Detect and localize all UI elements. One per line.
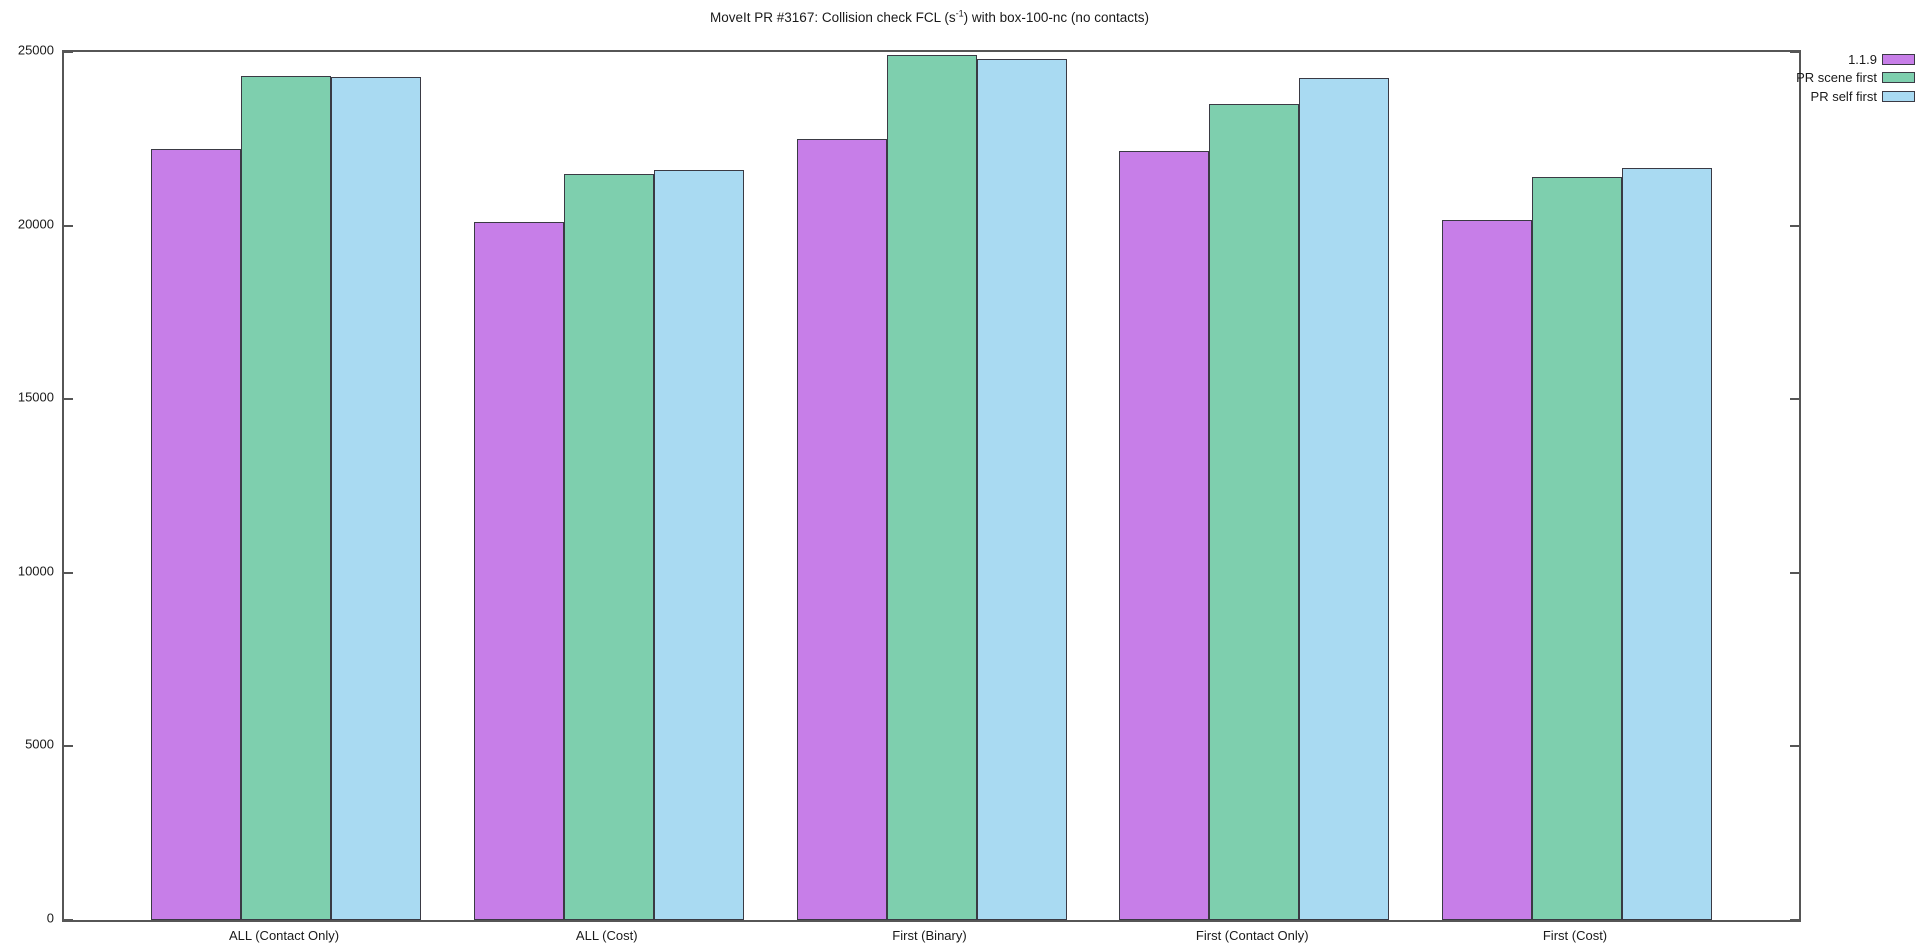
bar-pr-self-first <box>653 170 744 920</box>
bar-pr-self-first <box>1299 78 1390 920</box>
y-axis-tick-label: 0 <box>46 910 54 926</box>
bar-1-1-9 <box>1119 150 1210 920</box>
y-axis-tick-label: 5000 <box>25 736 54 752</box>
x-axis-category-label: First (Cost) <box>1542 928 1608 943</box>
legend-swatch <box>1882 72 1915 84</box>
y-axis-tick-label: 25000 <box>17 42 54 58</box>
y-axis-tick-label: 15000 <box>17 389 54 405</box>
y-axis-tick-left <box>64 745 73 748</box>
bar-1-1-9 <box>473 222 564 920</box>
bar-pr-scene-first <box>886 55 977 920</box>
legend-label: 1.1.9 <box>1848 51 1877 67</box>
y-axis-tick-left <box>64 51 73 53</box>
bar-1-1-9 <box>796 138 887 920</box>
legend-swatch <box>1882 90 1915 102</box>
chart-title-text: ) with box-100-nc (no contacts) <box>963 10 1149 25</box>
plot-area <box>62 50 1801 922</box>
y-axis-tick-right <box>1790 571 1799 574</box>
chart-title-exponent: -1 <box>955 8 964 19</box>
y-axis-tick-right <box>1790 224 1799 227</box>
y-axis-tick-left <box>64 398 73 401</box>
bar-pr-self-first <box>1622 168 1712 920</box>
y-axis-tick-right <box>1790 398 1799 401</box>
legend-row: 1.1.9 <box>1796 50 1915 69</box>
bar-1-1-9 <box>151 149 241 920</box>
x-axis-category-label: ALL (Contact Only) <box>228 928 340 943</box>
bar-pr-self-first <box>331 77 421 920</box>
legend-row: PR scene first <box>1796 69 1915 88</box>
bar-pr-scene-first <box>1209 104 1300 920</box>
x-axis-category-label: First (Binary) <box>892 928 967 943</box>
y-axis-tick-right <box>1790 51 1799 53</box>
y-axis-tick-left <box>64 919 73 921</box>
legend-swatch <box>1882 53 1915 65</box>
y-axis-tick-label: 10000 <box>17 563 54 579</box>
legend-row: PR self first <box>1796 87 1915 106</box>
bar-1-1-9 <box>1442 220 1532 920</box>
y-axis-tick-right <box>1790 919 1799 921</box>
y-axis-tick-right <box>1790 745 1799 748</box>
chart-title-text: MoveIt PR #3167: Collision check FCL (s <box>710 10 956 25</box>
bar-pr-self-first <box>976 58 1067 920</box>
x-axis-category-label: ALL (Cost) <box>575 928 638 943</box>
legend-label: PR scene first <box>1796 70 1877 86</box>
bar-pr-scene-first <box>1532 177 1622 920</box>
bar-pr-scene-first <box>563 173 654 920</box>
chart-title: MoveIt PR #3167: Collision check FCL (s-… <box>62 8 1797 25</box>
x-axis-category-label: First (Contact Only) <box>1195 928 1309 943</box>
legend-label: PR self first <box>1810 88 1877 104</box>
y-axis-tick-label: 20000 <box>17 216 54 232</box>
legend: 1.1.9 PR scene first PR self first <box>1796 50 1915 106</box>
y-axis-tick-left <box>64 224 73 227</box>
y-axis-tick-left <box>64 571 73 574</box>
bar-pr-scene-first <box>241 76 331 920</box>
